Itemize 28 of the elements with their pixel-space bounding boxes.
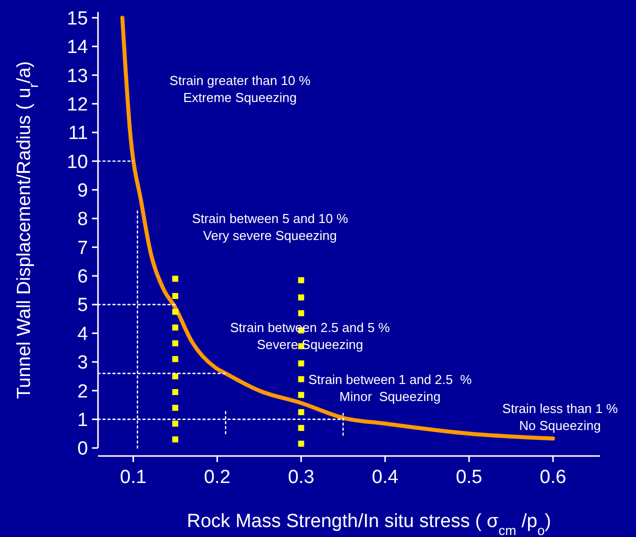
y-tick-label: 13 (66, 66, 88, 87)
y-tick-label: 4 (77, 324, 88, 345)
y-tick-label: 14 (66, 37, 88, 58)
x-tick-label: 0.6 (540, 467, 566, 488)
y-tick-label: 12 (66, 94, 88, 116)
x-tick-label: 0.4 (372, 467, 399, 488)
annotation: Strain between 1 and 2.5 % Minor Squeezing (308, 372, 472, 404)
y-tick-label: 1 (77, 410, 88, 431)
y-tick-label: 0 (77, 438, 88, 460)
y-tick-label: 3 (77, 352, 88, 374)
x-tick-label: 0.1 (120, 467, 146, 488)
x-tick-label: 0.5 (456, 467, 482, 488)
y-tick-label: 9 (77, 180, 88, 202)
annotation: Strain between 2.5 and 5 % Severe Squeezing (230, 320, 390, 352)
annotation: Strain greater than 10 % Extreme Squeezing (170, 73, 311, 105)
y-tick-label: 5 (77, 295, 88, 316)
annotation: Strain less than 1 % No Squeezing (502, 401, 618, 433)
y-tick-label: 11 (68, 123, 88, 144)
x-tick-label: 0.3 (288, 467, 314, 488)
y-tick-label: 10 (66, 152, 88, 173)
y-tick-label: 6 (77, 266, 88, 288)
y-tick-label: 2 (77, 381, 88, 402)
x-axis-title: Rock Mass Strength/In situ stress ( σ$_{cm}$ /p$_{o}$) (186, 511, 552, 537)
y-tick-label: 8 (77, 209, 88, 230)
x-tick-label: 0.2 (204, 467, 230, 488)
y-tick-label: 15 (66, 8, 88, 30)
y-tick-label: 7 (77, 238, 88, 259)
annotation: Strain between 5 and 10 % Very severe Squeezing (192, 211, 348, 243)
